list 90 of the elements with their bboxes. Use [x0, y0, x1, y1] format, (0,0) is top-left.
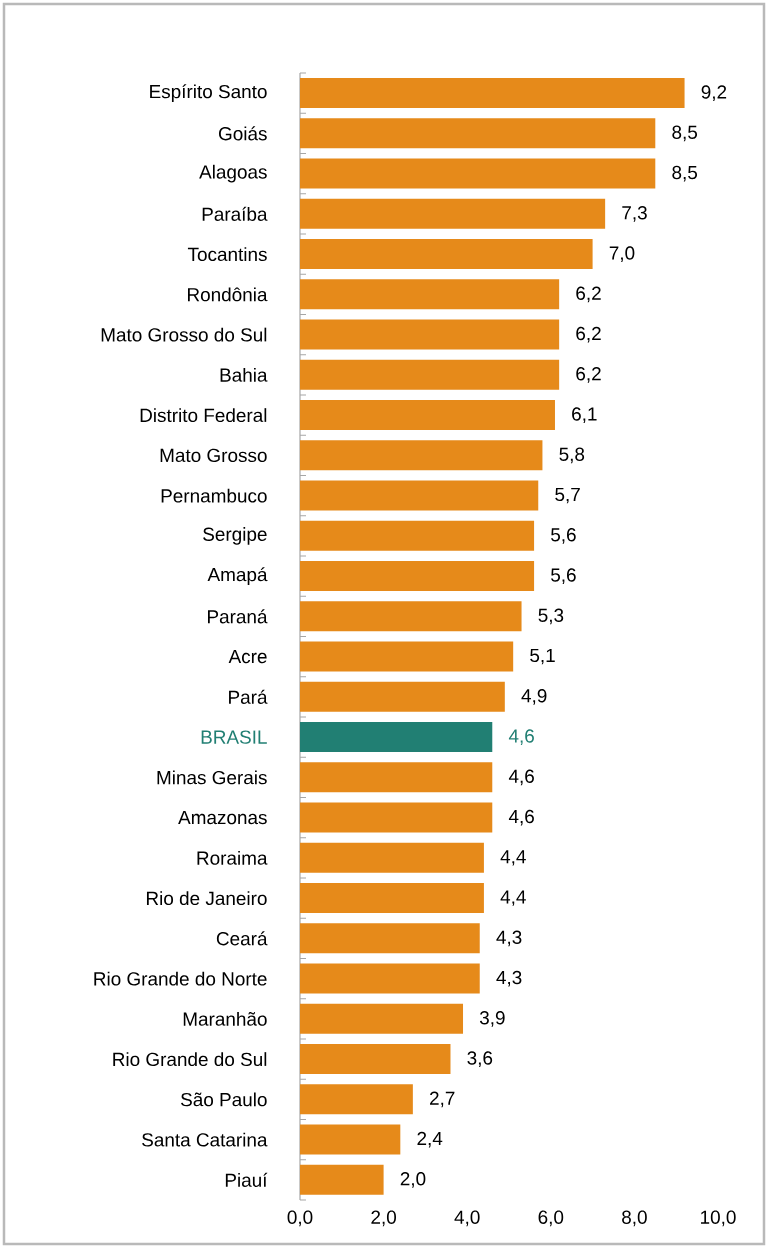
y-tick-label: Maranhão	[183, 1011, 267, 1026]
x-tick-label: 10,0	[701, 1210, 736, 1227]
data-label: 5,8	[559, 447, 585, 464]
data-label: 9,2	[701, 85, 727, 101]
data-label: 6,2	[576, 367, 601, 383]
y-tick-label: São Paulo	[181, 1092, 267, 1107]
bar	[300, 158, 656, 189]
y-tick-label: Acre	[228, 650, 267, 664]
data-label: 5,6	[551, 568, 576, 584]
data-label: 2,0	[400, 1172, 426, 1188]
data-label: 7,0	[609, 246, 635, 262]
data-label: 5,6	[551, 528, 576, 544]
y-tick-label: Espírito Santo	[150, 84, 267, 103]
bar	[300, 842, 484, 873]
y-tick-label: Rio Grande do Sul	[113, 1052, 267, 1067]
bar	[300, 319, 560, 350]
y-tick-label: Pernambuco	[161, 488, 267, 503]
y-tick-label: Mato Grosso	[160, 448, 267, 463]
bar	[300, 359, 560, 390]
data-label: 4,9	[521, 689, 547, 705]
data-label: 4,4	[500, 850, 526, 866]
y-tick-label: Amazonas	[178, 811, 267, 825]
y-tick-label: Amapá	[207, 567, 268, 586]
bar	[300, 883, 484, 914]
data-label: 8,5	[672, 125, 698, 142]
y-tick-label: Piauí	[225, 1172, 268, 1187]
data-label: 4,6	[508, 809, 534, 826]
bar	[300, 239, 593, 270]
x-tick-label: 2,0	[371, 1210, 397, 1227]
bar	[300, 963, 480, 994]
bar	[300, 480, 539, 511]
bar	[300, 1044, 451, 1075]
x-tick-label: 6,0	[538, 1210, 564, 1227]
y-tick-label: Roraima	[197, 850, 268, 865]
y-tick-label: Rondônia	[188, 287, 268, 302]
data-label: 3,9	[479, 1011, 505, 1027]
y-tick-label: Paraíba	[202, 206, 268, 221]
y-tick-label: Tocantins	[187, 247, 267, 262]
x-tick-label: 8,0	[622, 1210, 647, 1227]
data-label: 4,4	[500, 890, 526, 906]
bar	[300, 1084, 413, 1115]
data-label: 6,2	[576, 286, 601, 303]
y-tick-label: Goiás	[218, 126, 267, 141]
y-tick-label: Ceará	[216, 931, 268, 946]
y-tick-label: BRASIL	[201, 730, 267, 744]
data-label: 6,1	[572, 407, 597, 423]
y-tick-label: Rio Grande do Norte	[94, 971, 267, 986]
bar	[300, 279, 560, 310]
y-tick-label: Bahia	[220, 367, 268, 382]
data-label: 4,3	[496, 970, 522, 987]
y-tick-label: Distrito Federal	[140, 408, 267, 423]
y-tick-label: Mato Grosso do Sul	[101, 327, 267, 342]
y-tick-label: Sergipe	[203, 527, 267, 545]
y-tick-label: Rio de Janeiro	[146, 891, 267, 906]
data-label: 2,4	[417, 1131, 443, 1148]
bar	[300, 198, 606, 229]
data-label: 6,2	[576, 326, 601, 343]
bar	[300, 923, 480, 954]
y-tick-label: Santa Catarina	[142, 1132, 268, 1147]
bar	[300, 722, 493, 753]
y-tick-label: Pará	[229, 689, 268, 704]
y-tick-label: Alagoas	[199, 164, 267, 183]
data-label: 5,7	[555, 487, 580, 504]
y-tick-label: Minas Gerais	[157, 770, 267, 785]
data-label: 4,6	[508, 769, 534, 786]
data-label: 4,6	[508, 729, 534, 745]
x-tick-label: 4,0	[454, 1210, 480, 1227]
data-label: 5,3	[538, 608, 564, 625]
data-label: 3,6	[467, 1051, 493, 1067]
bar	[300, 641, 514, 672]
data-label: 2,7	[430, 1091, 455, 1108]
x-tick-label: 0,0	[287, 1210, 313, 1227]
bar	[300, 1164, 384, 1195]
bar	[300, 762, 493, 793]
bar	[300, 78, 685, 109]
bar	[300, 601, 522, 632]
data-label: 7,3	[622, 206, 647, 222]
bar	[300, 681, 505, 712]
data-label: 5,1	[530, 648, 555, 665]
data-label: 8,5	[672, 165, 698, 182]
bar	[300, 802, 493, 833]
bar	[300, 520, 535, 551]
bar	[300, 1003, 464, 1034]
y-tick-label: Paraná	[208, 609, 268, 624]
bar	[300, 561, 535, 592]
bar	[300, 118, 656, 149]
data-label: 4,3	[496, 930, 522, 947]
bar	[300, 440, 543, 471]
bar	[300, 400, 555, 431]
bar	[300, 1124, 401, 1155]
